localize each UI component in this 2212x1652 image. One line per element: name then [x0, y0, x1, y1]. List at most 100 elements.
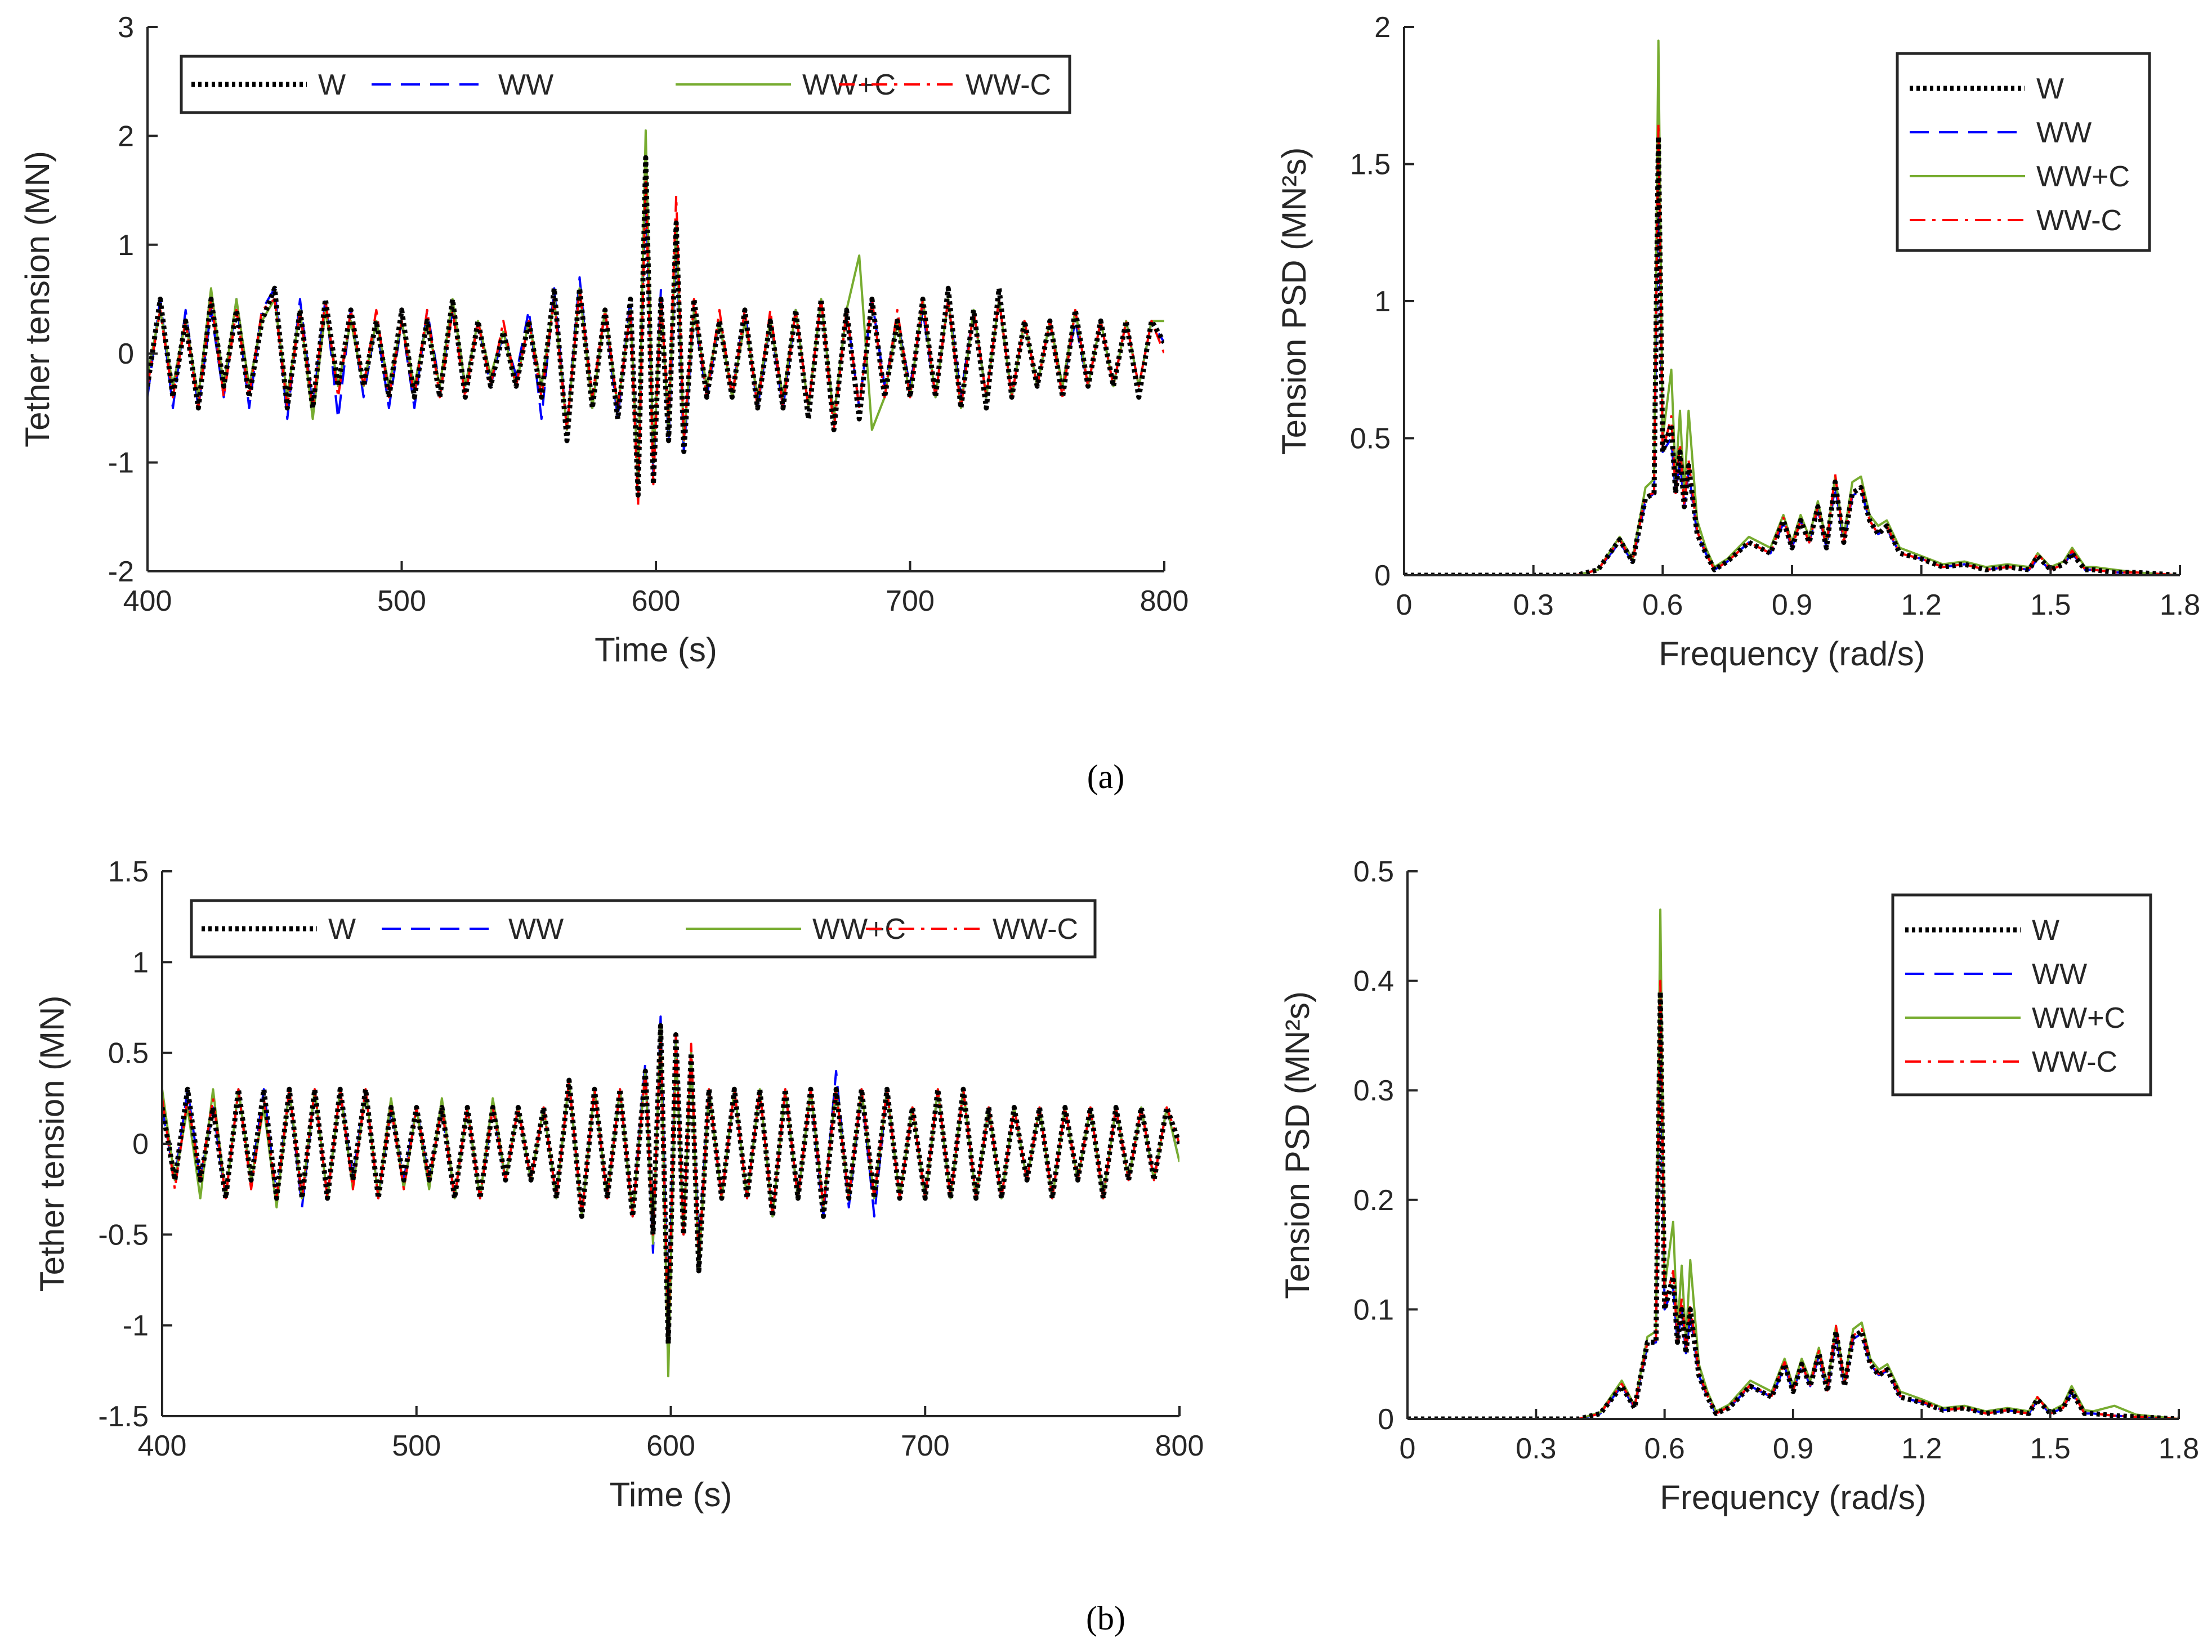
x-tick-label: 500 — [392, 1430, 441, 1462]
panel-a-psd: 0 0.3 0.6 0.9 1.2 1.5 1.800.511.52WWWWW+CWW-C … — [1275, 11, 2200, 673]
y-axis-label: Tether tension (MN) — [33, 996, 71, 1292]
x-tick-label: 0.3 — [1516, 1432, 1556, 1465]
legend-item: WW — [1910, 117, 2092, 149]
series-line-w — [148, 155, 1164, 498]
x-tick-label: 1.8 — [2159, 1432, 2199, 1465]
legend-item: W — [202, 913, 356, 946]
y-tick-label: -2 — [108, 556, 134, 588]
y-tick-label: 2 — [118, 120, 134, 153]
y-tick-label: 0.5 — [1353, 856, 1394, 888]
legend-label: W — [2032, 914, 2059, 947]
x-tick-label: 1.2 — [1901, 589, 1942, 621]
series-group — [148, 129, 1164, 507]
series-line-ww-c — [162, 1033, 1179, 1336]
panel-b-psd: 0 0.3 0.6 0.9 1.2 1.5 1.800.10.20.30.40.5WWWWW… — [1279, 856, 2199, 1516]
x-tick-label: 500 — [377, 585, 426, 617]
x-tick-label: 1.2 — [1901, 1432, 1942, 1465]
x-tick-label: 0.9 — [1772, 589, 1812, 621]
x-tick-label: 800 — [1155, 1430, 1204, 1462]
x-tick-label: 600 — [632, 585, 681, 617]
legend-item: WW+C — [1905, 1002, 2125, 1035]
x-tick-label: 400 — [123, 585, 172, 617]
x-axis-label: Frequency (rad/s) — [1659, 635, 1925, 673]
series-group — [1407, 908, 2179, 1419]
y-tick-label: 1.5 — [108, 856, 149, 888]
x-tick-label: 400 — [138, 1430, 187, 1462]
x-tick-label: 1.5 — [2030, 1432, 2071, 1465]
y-tick-label: 0 — [1378, 1403, 1394, 1436]
legend-item: WW — [1905, 958, 2087, 991]
legend-label: WW — [498, 69, 553, 101]
legend-label: WW+C — [812, 913, 906, 946]
legend-item: W — [1910, 73, 2064, 105]
x-axis-label: Time (s) — [595, 631, 717, 669]
series-line-w — [162, 1023, 1179, 1346]
y-axis-label: Tether tension (MN) — [19, 151, 56, 447]
y-tick-label: 2 — [1374, 11, 1391, 44]
y-tick-label: -1.5 — [98, 1400, 149, 1433]
x-tick-label: 1.5 — [2030, 589, 2071, 621]
y-tick-label: 0 — [1374, 559, 1391, 592]
x-tick-label: 700 — [886, 585, 935, 617]
legend-label: WW-C — [993, 913, 1078, 946]
x-tick-label: 0 — [1396, 589, 1413, 621]
y-tick-label: 0.1 — [1353, 1293, 1394, 1326]
legend-box — [190, 899, 1097, 959]
legend-label: WW-C — [2032, 1046, 2117, 1078]
y-tick-label: 1 — [1374, 285, 1391, 318]
legend-label: WW-C — [966, 69, 1051, 101]
y-tick-label: 3 — [118, 11, 134, 44]
legend-label: WW — [2036, 117, 2092, 149]
legend-item: WW-C — [839, 69, 1051, 101]
y-axis-label: Tension PSD (MN²s) — [1279, 991, 1316, 1299]
legend-item: W — [1905, 914, 2059, 947]
x-tick-label: 700 — [901, 1430, 950, 1462]
plot-area: 400 500 600 700 800-1.5-1-0.500.511.5W WW WW+C… — [98, 856, 1204, 1462]
y-tick-label: -0.5 — [98, 1219, 149, 1251]
legend-item: WW-C — [1910, 204, 2122, 237]
y-tick-label: 0.5 — [108, 1037, 149, 1070]
series-line-ww — [1407, 1001, 2179, 1419]
legend-label: WW+C — [2032, 1002, 2125, 1035]
legend-box — [180, 55, 1071, 114]
y-tick-label: 0.3 — [1353, 1075, 1394, 1107]
y-axis-label: Tension PSD (MN²s) — [1275, 147, 1313, 455]
legend-item: WW+C — [1910, 160, 2130, 193]
panel-label-a: (a) — [1087, 758, 1125, 795]
legend-label: WW-C — [2036, 204, 2122, 237]
series-group — [1404, 39, 2180, 575]
y-tick-label: 0.2 — [1353, 1184, 1394, 1217]
series-group — [162, 1015, 1179, 1377]
legend-label: WW — [2032, 958, 2087, 991]
y-tick-label: 0.4 — [1353, 965, 1394, 998]
panel-label-b: (b) — [1086, 1600, 1125, 1637]
legend-label: WW+C — [2036, 160, 2130, 193]
x-tick-label: 0.9 — [1773, 1432, 1813, 1465]
y-tick-label: -1 — [123, 1310, 149, 1342]
plot-area: 0 0.3 0.6 0.9 1.2 1.5 1.800.10.20.30.40.5WWWWW… — [1353, 856, 2199, 1465]
legend-item: W — [191, 69, 346, 101]
x-tick-label: 0 — [1400, 1432, 1416, 1465]
legend-box — [1891, 893, 2152, 1096]
legend-item: WW-C — [1905, 1046, 2117, 1078]
legend-label: W — [2036, 73, 2064, 105]
legend-item: WW — [372, 69, 553, 101]
y-tick-label: 0.5 — [1350, 423, 1391, 455]
y-tick-label: 1.5 — [1350, 149, 1391, 181]
series-line-w — [1404, 134, 2180, 575]
legend-label: WW — [508, 913, 564, 946]
x-tick-label: 0.6 — [1645, 1432, 1685, 1465]
x-tick-label: 800 — [1140, 585, 1189, 617]
legend-label: W — [328, 913, 356, 946]
y-tick-label: -1 — [108, 447, 134, 480]
x-tick-label: 1.8 — [2160, 589, 2200, 621]
y-tick-label: 1 — [118, 229, 134, 262]
legend-label: W — [318, 69, 346, 101]
